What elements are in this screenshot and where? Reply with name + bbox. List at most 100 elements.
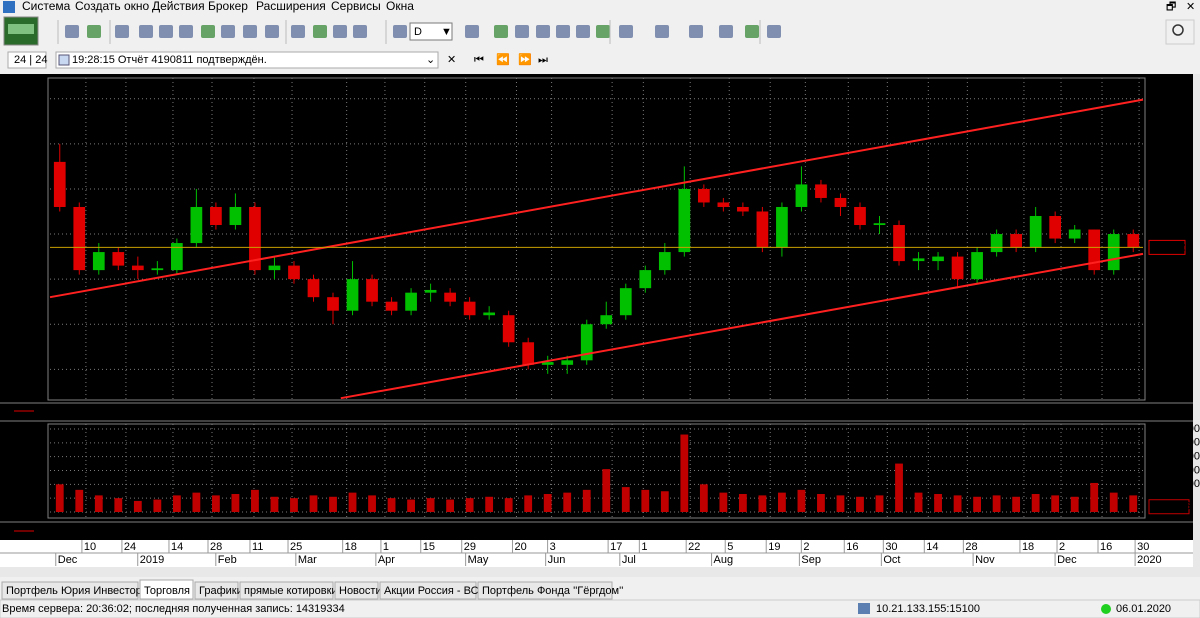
y-tick-label: 2 000 000	[0, 451, 44, 463]
toolbar-button[interactable]	[291, 25, 305, 38]
volume-bar	[270, 496, 279, 512]
scrollbar-v[interactable]	[1193, 74, 1200, 577]
volume-bar	[387, 498, 396, 512]
volume-bar	[446, 499, 455, 512]
volume-bar	[621, 487, 630, 512]
nav-first[interactable]: ⏮	[474, 54, 484, 66]
candle-body	[854, 206, 866, 226]
volume-bar	[251, 489, 259, 512]
nav-last[interactable]: ⏭	[538, 54, 548, 66]
toolbar-button[interactable]	[65, 25, 79, 38]
nav-prev[interactable]: ⏪	[496, 53, 510, 66]
toolbar-button[interactable]	[536, 25, 550, 38]
menu-item[interactable]: Сервисы	[331, 0, 381, 13]
candle-body	[92, 252, 105, 271]
tab[interactable]	[379, 581, 477, 600]
clear-button[interactable]: ✕	[447, 54, 456, 66]
toolbar-button[interactable]	[515, 25, 529, 38]
menu-item[interactable]: Система	[22, 0, 71, 13]
candle-body	[1107, 234, 1120, 271]
volume-bar	[856, 496, 864, 512]
toolbar-button[interactable]	[494, 25, 508, 38]
toolbar-button[interactable]	[393, 25, 407, 38]
y-tick-label: 90	[32, 363, 44, 375]
trend-line	[49, 98, 1144, 299]
toolbar-button[interactable]	[333, 25, 347, 38]
toolbar-button[interactable]	[745, 25, 759, 38]
volume-bar	[875, 495, 884, 512]
candle-body	[639, 270, 652, 289]
x-tick-label: 14	[926, 541, 938, 553]
interval-combo[interactable]	[409, 22, 453, 41]
menu-item[interactable]: Брокер	[208, 0, 248, 13]
y-tick-label: 1 000 000	[0, 478, 44, 490]
toolbar-button[interactable]	[576, 25, 590, 38]
candle-body	[210, 206, 222, 226]
tab[interactable]	[334, 581, 379, 600]
toolbar-button[interactable]	[115, 25, 129, 38]
toolbar-button[interactable]	[265, 25, 279, 38]
nav-next[interactable]: ⏩	[518, 53, 532, 66]
candle-body	[795, 184, 808, 207]
toolbar-button[interactable]	[201, 25, 215, 38]
menu-item[interactable]: Окна	[386, 0, 414, 13]
candle-body	[1049, 216, 1062, 239]
toolbar-button[interactable]	[179, 25, 193, 38]
toolbar-button[interactable]	[353, 25, 367, 38]
month-label: Mar	[298, 554, 317, 566]
status-address: 10.21.133.155:15100	[876, 603, 980, 615]
candle-body	[463, 301, 476, 316]
volume-bar	[1090, 482, 1099, 512]
candle-body	[873, 223, 886, 226]
toolbar-button[interactable]	[243, 25, 257, 38]
x-tick-label: 2	[1059, 541, 1065, 553]
x-tick-label: 20	[514, 541, 526, 553]
menu-item[interactable]: Действия	[152, 0, 205, 13]
toolbar-button[interactable]	[159, 25, 173, 38]
toolbar-button[interactable]	[465, 25, 479, 38]
toolbar-button[interactable]	[689, 25, 703, 38]
candle-body	[346, 279, 359, 311]
toolbar-button[interactable]	[139, 25, 153, 38]
scrollbar[interactable]	[0, 567, 1193, 577]
candle-body	[815, 184, 827, 198]
message-box[interactable]	[55, 51, 439, 69]
tab[interactable]	[194, 581, 239, 600]
x-tick-label: 10	[84, 541, 96, 553]
x-tick-label: 30	[885, 541, 897, 553]
toolbar-button[interactable]	[556, 25, 570, 38]
toolbar-button[interactable]	[596, 25, 610, 38]
tab[interactable]	[477, 581, 613, 600]
volume-bar	[817, 494, 825, 512]
menu-item[interactable]: Создать окно	[75, 0, 149, 13]
candle-body	[580, 324, 593, 361]
y-tick-label: 105	[26, 228, 44, 240]
candle-body	[951, 256, 964, 280]
toolbar-button[interactable]	[619, 25, 633, 38]
toolbar-button[interactable]	[767, 25, 781, 38]
y-tick-label: 100	[26, 273, 44, 285]
candle-body	[483, 312, 496, 316]
tab-label: Новости	[339, 585, 382, 597]
search-button[interactable]	[1165, 19, 1195, 45]
toolbar-button[interactable]	[719, 25, 733, 38]
message-dropdown[interactable]: ⌄	[426, 54, 435, 66]
window-controls[interactable]: 🗗	[1166, 1, 1176, 13]
candle-body	[424, 289, 437, 293]
toolbar-button[interactable]	[313, 25, 327, 38]
volume-bar	[1129, 495, 1138, 512]
volume-bar	[75, 489, 84, 512]
toolbar-button[interactable]	[221, 25, 235, 38]
menu-item[interactable]: Расширения	[256, 0, 326, 13]
tab[interactable]	[139, 579, 194, 600]
candle-body	[307, 279, 320, 298]
tab[interactable]	[239, 581, 334, 600]
tab[interactable]	[1, 581, 139, 600]
volume-bar	[1051, 495, 1060, 512]
tab-label: Портфель Фонда ''Гёргдом''	[482, 585, 623, 597]
toolbar-button[interactable]	[655, 25, 669, 38]
volume-bar	[153, 499, 162, 512]
volume-bar	[1109, 492, 1118, 512]
window-close[interactable]: ✕	[1186, 1, 1195, 13]
toolbar-button[interactable]	[87, 25, 101, 38]
